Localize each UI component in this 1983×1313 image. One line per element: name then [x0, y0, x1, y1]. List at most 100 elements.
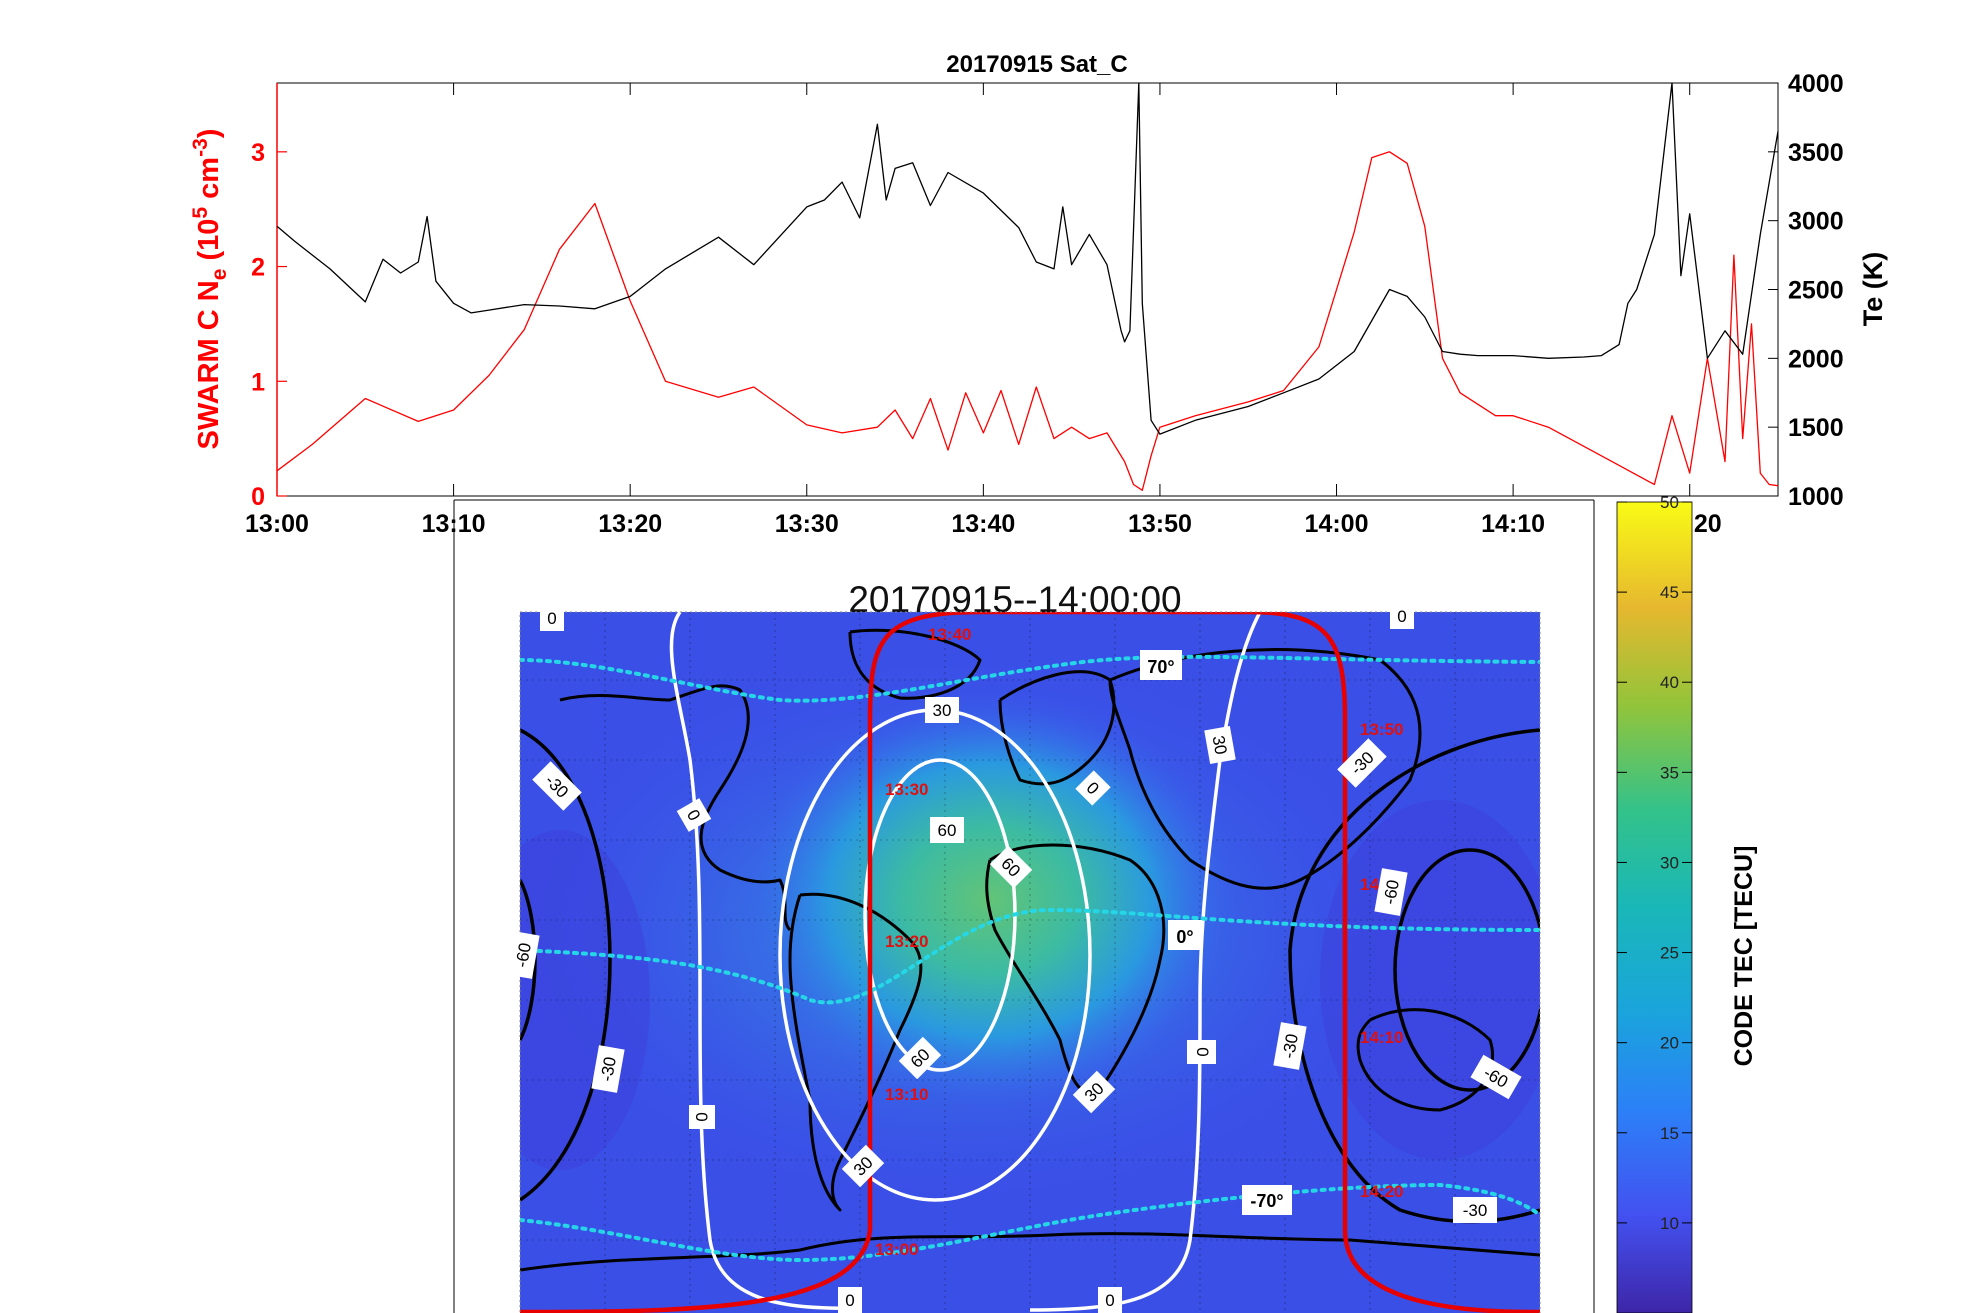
contour-label-text: 0	[1105, 1291, 1114, 1310]
x-tick-label: 13:50	[1128, 510, 1192, 538]
contour-label-box	[1337, 738, 1387, 788]
contour-neg60-east	[1393, 848, 1540, 1092]
dip-label-70: 70°	[1147, 657, 1174, 677]
colorbar-tick-label: 50	[1660, 493, 1679, 512]
x-tick-label: 13:00	[245, 510, 309, 538]
contour-label: 30	[925, 697, 959, 723]
track-time-1340: 13:40	[928, 625, 971, 644]
left-tick-label: 1	[251, 368, 265, 396]
contour-labels: 0030-300306060-600-30600-3030-6030000-30…	[506, 603, 1522, 1313]
contour-label: 60	[930, 817, 964, 843]
coast-antarctica	[520, 1232, 1540, 1272]
contour-label-box	[1390, 603, 1414, 629]
left-y-tick-labels: 0 1 2 3	[251, 83, 287, 511]
contour-label: 30	[1072, 1070, 1116, 1114]
track-time-1420: 14:20	[1360, 1182, 1403, 1201]
right-tick-label: 3500	[1788, 139, 1844, 167]
contour-label-text: 0	[1193, 1047, 1212, 1056]
dip-label-0-box	[1168, 920, 1202, 950]
tec-map-image	[520, 612, 1540, 1313]
contour-label: -60	[1374, 868, 1408, 916]
dip-label-0: 0°	[1176, 927, 1193, 947]
contour-label: 30	[841, 1144, 885, 1188]
left-axis-label-main: SWARM C N	[193, 280, 225, 449]
left-tick-label: 0	[251, 483, 265, 511]
dip-lat-70s	[520, 1182, 1540, 1263]
colorbar-tick-label: 15	[1660, 1124, 1679, 1143]
contour-label-box	[591, 1045, 625, 1093]
contour-label-box	[1190, 1040, 1216, 1064]
contour-label-box	[676, 798, 712, 832]
right-tick-label: 2500	[1788, 277, 1844, 305]
contour-label-box	[506, 931, 540, 979]
dip-lat-70n	[520, 654, 1540, 703]
right-tick-label: 1000	[1788, 483, 1844, 511]
contour-label-box	[1204, 726, 1236, 764]
left-axis-label-unit: cm	[193, 157, 225, 207]
colorbar-tick-label: 40	[1660, 673, 1679, 692]
contour-label-box	[1075, 770, 1111, 806]
contour-label: 30	[1204, 726, 1236, 764]
contour-label-box	[925, 697, 959, 723]
coast-africa	[985, 843, 1166, 1094]
left-axis-label: SWARM C Ne (105 cm-3)	[189, 129, 231, 450]
te-series-line	[276, 82, 1779, 435]
contour-label-box	[532, 761, 582, 811]
contour-label-box	[1273, 1022, 1307, 1070]
dip-latitude-labels: 70° 0° -70°	[1140, 650, 1292, 1215]
contour-label-text: 0	[692, 1112, 711, 1121]
left-tick-label: 3	[251, 139, 265, 167]
contour-label-text: -30	[597, 1055, 620, 1083]
contour-label: 0	[1075, 770, 1111, 806]
contour-label-box	[1470, 1054, 1522, 1100]
ne-series-line	[276, 151, 1779, 491]
right-tick-label: 2000	[1788, 345, 1844, 373]
contour-label-box	[841, 1144, 885, 1188]
coast-asia	[1108, 648, 1422, 890]
contour-label-box	[1453, 1197, 1497, 1223]
right-tick-label: 3000	[1788, 208, 1844, 236]
x-tick-labels: 13:00 13:10 13:20 13:30 13:40 13:50 14:00 14:10…	[245, 83, 1722, 538]
top-chart: 20170915 Sat_C 13:00 13:10 13:20 13:30 13:40…	[189, 51, 1888, 538]
contour-zero-west	[669, 612, 861, 1310]
dip-label-70-box	[1140, 650, 1182, 680]
x-tick-label: 13:30	[775, 510, 839, 538]
x-tick-label: 13:20	[598, 510, 662, 538]
track-time-1350: 13:50	[1360, 720, 1403, 739]
contour-label: 60	[898, 1036, 942, 1080]
track-time-1300: 13:00	[875, 1240, 918, 1259]
left-tick-label: 2	[251, 254, 265, 282]
colorbar-tick-label: 20	[1660, 1034, 1679, 1053]
contour-label-text: 0	[845, 1291, 854, 1310]
contour-label: -60	[506, 931, 540, 979]
colorbar-tick-label: 25	[1660, 944, 1679, 963]
x-tick-label: 14:00	[1305, 510, 1369, 538]
coast-australia	[1356, 1008, 1495, 1112]
series-lines	[276, 82, 1779, 491]
left-axis-label-exp: 5	[189, 207, 212, 219]
colorbar-ticks: 10 15 20 25 30 35 40 45 50	[1617, 493, 1692, 1233]
contour-label: -30	[1453, 1197, 1497, 1223]
contour-label-text: 60	[938, 821, 957, 840]
left-axis-label-uexp: -3	[189, 138, 212, 157]
track-time-1410: 14:10	[1360, 1028, 1403, 1047]
contour-label-text: -60	[1380, 878, 1403, 906]
contour-label-box	[1098, 1287, 1122, 1313]
contour-label-box	[1374, 868, 1408, 916]
contour-label: 0	[1390, 603, 1414, 629]
left-axis-label-paren: (10	[193, 219, 225, 269]
contour-label-box	[1072, 1070, 1116, 1114]
map-frame	[519, 611, 1541, 1313]
contour-label-text: -30	[1463, 1201, 1488, 1220]
contour-label-text: 30	[933, 701, 952, 720]
colorbar-tick-label: 45	[1660, 583, 1679, 602]
colorbar-tick-label: 30	[1660, 853, 1679, 872]
top-chart-title: 20170915 Sat_C	[946, 51, 1127, 78]
contour-label-box	[930, 817, 964, 843]
left-axis-label-close: )	[193, 129, 225, 139]
track-time-1330: 13:30	[885, 780, 928, 799]
coast-north-america	[559, 684, 792, 932]
tec-hot-region	[740, 690, 1240, 1110]
track-time-labels: 13:00 13:10 13:20 13:30 13:40 13:50 14:0…	[875, 625, 1403, 1259]
